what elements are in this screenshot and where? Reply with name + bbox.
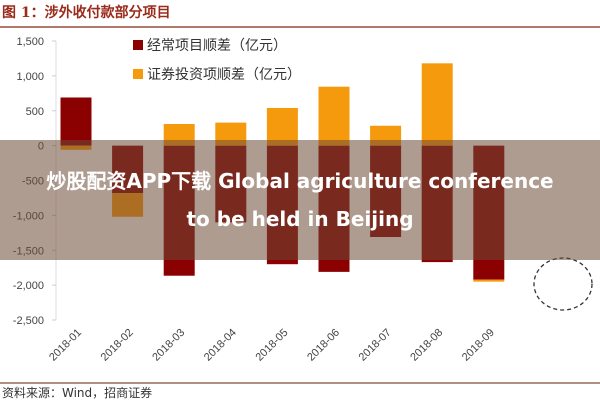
- chart-title: 图 1：涉外收付款部分项目: [2, 4, 171, 21]
- bar-securities-2018-05: [266, 107, 298, 146]
- x-tick-label: 2018-02: [99, 327, 136, 364]
- legend-swatch-current-account: [133, 40, 143, 50]
- banner-line-1: 炒股配资APP下载 Global agriculture conference: [46, 169, 554, 193]
- x-tick-label: 2018-07: [357, 327, 394, 364]
- legend-current-account: 经常项目顺差（亿元）: [147, 38, 287, 54]
- x-tick-label: 2018-04: [202, 327, 239, 364]
- bar-securities-2018-04: [215, 122, 247, 146]
- y-tick-label: -2,500: [13, 315, 44, 327]
- x-tick-label: 2018-05: [253, 327, 290, 364]
- x-tick-label: 2018-06: [305, 327, 342, 364]
- x-tick-label: 2018-09: [460, 327, 497, 364]
- highlight-circle: [533, 257, 593, 311]
- legend-swatch-securities: [133, 69, 143, 79]
- legend-securities: 证券投资项顺差（亿元）: [147, 67, 301, 83]
- x-tick-label: 2018-03: [150, 327, 187, 364]
- banner-line-2: to be held in Beijing: [186, 207, 414, 231]
- x-tick-label: 2018-08: [408, 327, 445, 364]
- bar-securities-2018-06: [318, 86, 350, 146]
- source-note: 资料来源：Wind，招商证券: [2, 385, 152, 400]
- bar-securities-2018-08: [421, 63, 453, 146]
- overlay-banner: 炒股配资APP下载 Global agriculture conference …: [0, 140, 600, 260]
- legend: 经常项目顺差（亿元） 证券投资项顺差（亿元）: [133, 38, 301, 83]
- y-tick-label: -2,000: [13, 280, 44, 292]
- y-tick-label: 1,500: [16, 36, 44, 48]
- y-tick-label: 1,000: [16, 71, 44, 83]
- bar-current-account-2018-01: [60, 97, 92, 146]
- x-tick-label: 2018-01: [47, 327, 84, 364]
- y-tick-label: 500: [26, 106, 44, 118]
- bar-securities-2018-09: [473, 279, 505, 282]
